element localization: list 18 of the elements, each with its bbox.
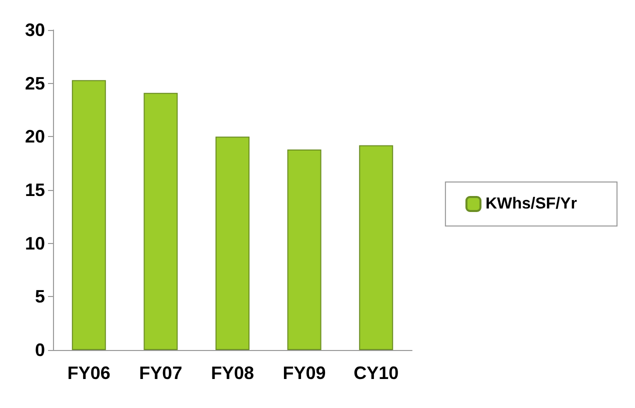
bar (216, 136, 250, 350)
y-tick-label: 5 (34, 286, 45, 307)
x-tick-label: FY08 (210, 363, 254, 383)
x-tick-label: FY09 (282, 363, 326, 383)
x-tick-label: FY06 (67, 363, 110, 383)
x-tick-label: CY10 (354, 363, 399, 383)
y-tick-label: 15 (24, 180, 45, 200)
bar (359, 145, 394, 350)
bar (287, 149, 322, 350)
bar (144, 92, 178, 350)
y-tick-label: 25 (24, 73, 45, 94)
y-tick-label: 20 (24, 126, 45, 147)
y-tick-label: 0 (34, 340, 45, 360)
legend-label: KWhs/SF/Yr (485, 196, 577, 212)
y-tick-label: 30 (24, 20, 45, 40)
x-tick-label: FY07 (139, 363, 182, 383)
bar (72, 80, 106, 350)
y-tick-label: 10 (24, 233, 45, 254)
